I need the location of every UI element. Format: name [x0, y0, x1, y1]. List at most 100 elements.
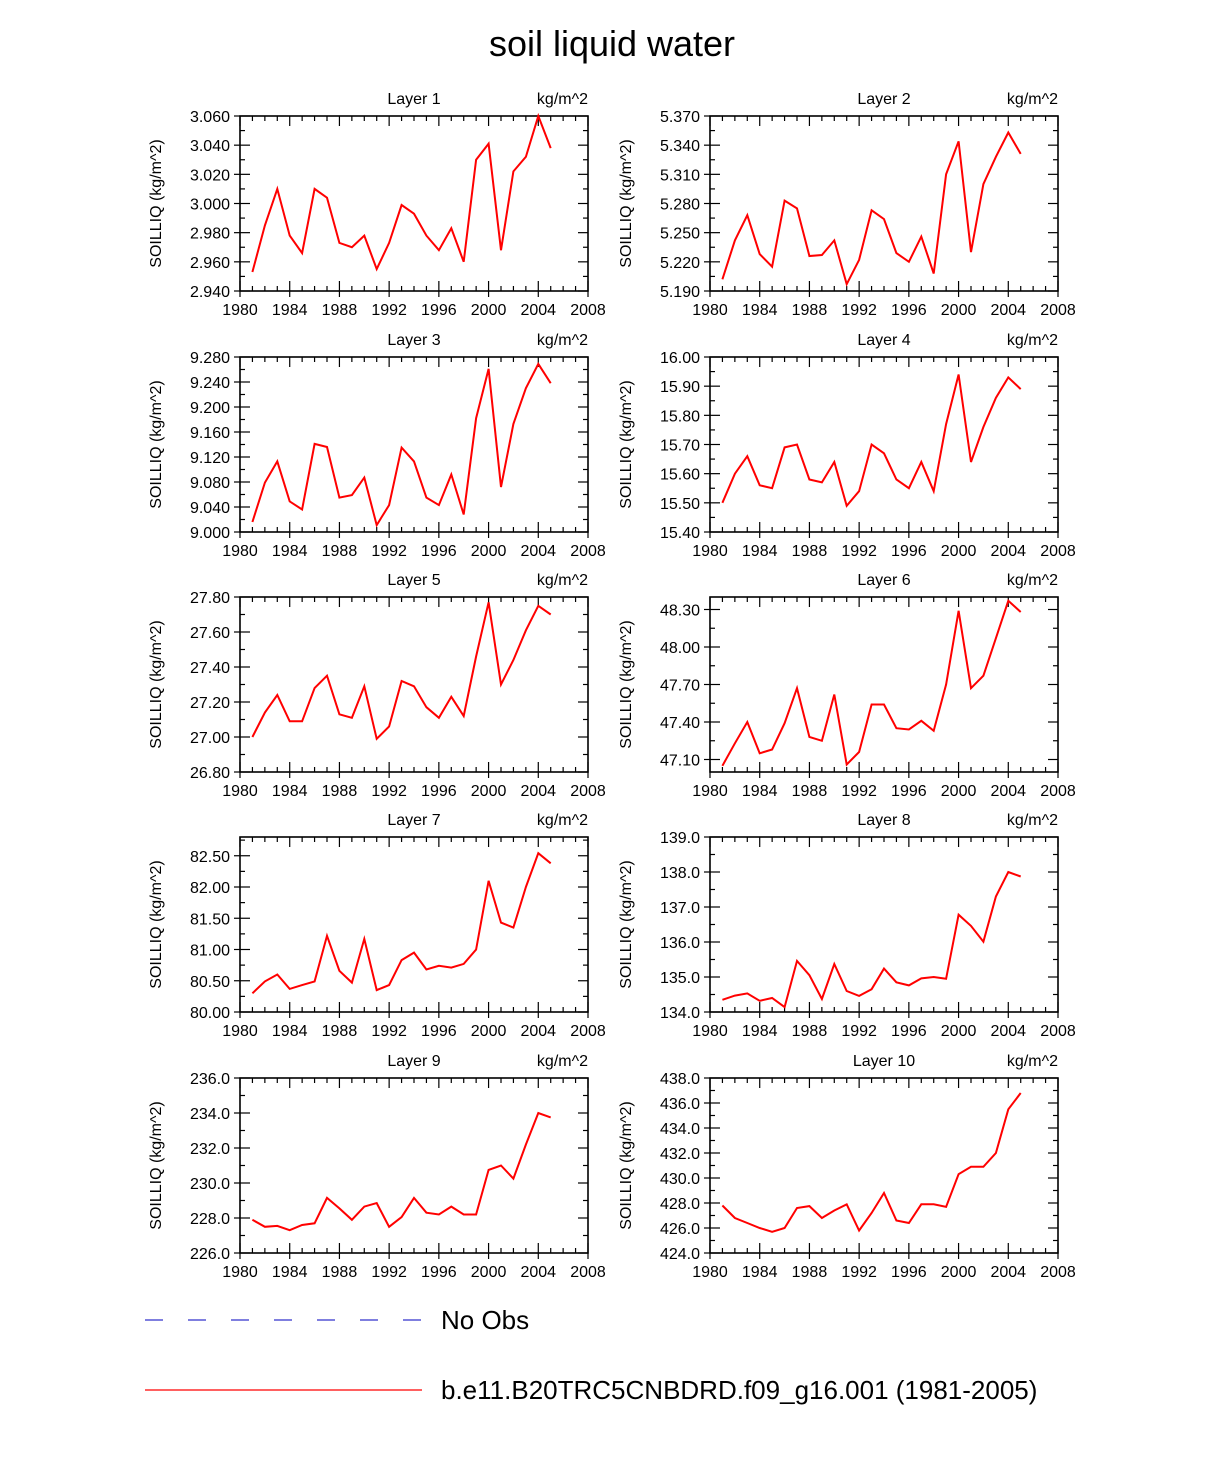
x-tick-label: 2004 — [520, 1264, 556, 1281]
x-tick-label: 2004 — [520, 783, 556, 800]
unit-label: kg/m^2 — [1007, 332, 1058, 349]
y-axis-label: SOILLIQ (kg/m^2) — [148, 139, 165, 267]
x-tick-label: 1980 — [692, 543, 728, 560]
x-tick-label: 1984 — [742, 783, 778, 800]
x-tick-label: 1984 — [742, 1023, 778, 1040]
legend-model-label: b.e11.B20TRC5CNBDRD.f09_g16.001 (1981-20… — [441, 1375, 1037, 1405]
series-line — [251, 602, 552, 741]
x-tick-label: 1980 — [222, 543, 258, 560]
x-tick-label: 2008 — [570, 1023, 606, 1040]
y-axis-label: SOILLIQ (kg/m^2) — [148, 620, 165, 748]
x-tick-label: 2004 — [990, 302, 1026, 319]
plot-frame — [709, 596, 1059, 773]
y-tick-label: 9.040 — [190, 500, 230, 517]
y-tick-label: 47.40 — [660, 715, 700, 732]
unit-label: kg/m^2 — [537, 91, 588, 108]
y-tick-label: 5.190 — [660, 284, 700, 301]
x-tick-label: 1980 — [692, 302, 728, 319]
y-tick-label: 134.0 — [660, 1005, 700, 1022]
y-tick-label: 2.960 — [190, 255, 230, 272]
x-tick-label: 1984 — [272, 1023, 308, 1040]
y-tick-label: 5.280 — [660, 197, 700, 214]
x-tick-label: 1988 — [792, 1023, 828, 1040]
y-tick-label: 26.80 — [190, 765, 230, 782]
x-tick-label: 1980 — [222, 302, 258, 319]
y-tick-label: 27.00 — [190, 730, 230, 747]
panel-layer-1: Layer 1 kg/m^2 SOILLIQ (kg/m^2) 1980 1984 198… — [148, 91, 606, 319]
x-tick-label: 2000 — [941, 302, 977, 319]
panel-layer-2: Layer 2 kg/m^2 SOILLIQ (kg/m^2) 1980 1984 198… — [618, 91, 1076, 319]
y-tick-label: 3.000 — [190, 197, 230, 214]
panel-layer-3: Layer 3 kg/m^2 SOILLIQ (kg/m^2) 1980 1984 198… — [148, 332, 606, 560]
panel-title: Layer 10 — [853, 1053, 915, 1070]
x-tick-label: 1992 — [841, 1264, 877, 1281]
x-tick-label: 2008 — [570, 1264, 606, 1281]
unit-label: kg/m^2 — [537, 572, 588, 589]
series-line — [251, 1111, 552, 1232]
x-tick-label: 2008 — [570, 302, 606, 319]
x-tick-label: 1980 — [222, 1023, 258, 1040]
y-tick-label: 5.250 — [660, 226, 700, 243]
unit-label: kg/m^2 — [537, 332, 588, 349]
x-tick-label: 2000 — [471, 783, 507, 800]
x-tick-label: 2004 — [520, 302, 556, 319]
x-tick-label: 1988 — [322, 783, 358, 800]
y-tick-label: 432.0 — [660, 1146, 700, 1163]
x-tick-label: 2004 — [520, 543, 556, 560]
panel-title: Layer 7 — [387, 812, 440, 829]
x-tick-label: 1992 — [371, 783, 407, 800]
x-tick-label: 2000 — [941, 1023, 977, 1040]
panel-layer-5: Layer 5 kg/m^2 SOILLIQ (kg/m^2) 1980 1984 198… — [148, 572, 606, 800]
y-tick-label: 426.0 — [660, 1221, 700, 1238]
y-tick-label: 81.00 — [190, 943, 230, 960]
panel-title: Layer 1 — [387, 91, 440, 108]
y-tick-label: 9.000 — [190, 525, 230, 542]
y-tick-label: 27.80 — [190, 590, 230, 607]
y-tick-label: 424.0 — [660, 1246, 700, 1263]
x-tick-label: 1992 — [371, 543, 407, 560]
plot-frame — [709, 1077, 1059, 1254]
y-axis-label: SOILLIQ (kg/m^2) — [618, 1101, 635, 1229]
x-tick-label: 1980 — [692, 1264, 728, 1281]
y-tick-label: 136.0 — [660, 935, 700, 952]
x-tick-label: 2008 — [570, 783, 606, 800]
x-tick-label: 1996 — [421, 302, 457, 319]
x-tick-label: 1992 — [371, 1023, 407, 1040]
y-tick-label: 137.0 — [660, 900, 700, 917]
y-tick-label: 9.280 — [190, 350, 230, 367]
plot-frame — [709, 836, 1059, 1013]
x-tick-label: 1988 — [322, 1023, 358, 1040]
x-tick-label: 1980 — [222, 783, 258, 800]
x-tick-label: 2008 — [1040, 1023, 1076, 1040]
x-tick-label: 2004 — [990, 783, 1026, 800]
y-tick-label: 15.40 — [660, 525, 700, 542]
x-tick-label: 1996 — [421, 543, 457, 560]
y-axis-label: SOILLIQ (kg/m^2) — [148, 860, 165, 988]
x-tick-label: 1980 — [692, 1023, 728, 1040]
unit-label: kg/m^2 — [537, 812, 588, 829]
legend: No Obs b.e11.B20TRC5CNBDRD.f09_g16.001 (… — [145, 1305, 1037, 1405]
x-tick-label: 1988 — [322, 302, 358, 319]
x-tick-label: 2000 — [941, 783, 977, 800]
panel-layer-10: Layer 10 kg/m^2 SOILLIQ (kg/m^2) 1980 1984 19… — [618, 1053, 1076, 1281]
y-tick-label: 9.120 — [190, 450, 230, 467]
y-tick-label: 2.980 — [190, 226, 230, 243]
plot-frame — [239, 356, 589, 533]
panel-layer-8: Layer 8 kg/m^2 SOILLIQ (kg/m^2) 1980 1984 198… — [618, 812, 1076, 1040]
x-tick-label: 2004 — [520, 1023, 556, 1040]
plot-frame — [239, 115, 589, 292]
series-line — [251, 851, 552, 995]
panel-layer-6: Layer 6 kg/m^2 SOILLIQ (kg/m^2) 1980 1984 198… — [618, 572, 1076, 800]
unit-label: kg/m^2 — [1007, 572, 1058, 589]
y-tick-label: 228.0 — [190, 1211, 230, 1228]
plot-frame — [239, 1077, 589, 1254]
y-tick-label: 3.060 — [190, 109, 230, 126]
y-tick-label: 16.00 — [660, 350, 700, 367]
x-tick-label: 2000 — [471, 1023, 507, 1040]
y-tick-label: 15.90 — [660, 379, 700, 396]
x-tick-label: 1992 — [371, 302, 407, 319]
unit-label: kg/m^2 — [537, 1053, 588, 1070]
x-tick-label: 1984 — [742, 1264, 778, 1281]
y-tick-label: 15.50 — [660, 496, 700, 513]
legend-item-model: b.e11.B20TRC5CNBDRD.f09_g16.001 (1981-20… — [145, 1375, 1037, 1405]
